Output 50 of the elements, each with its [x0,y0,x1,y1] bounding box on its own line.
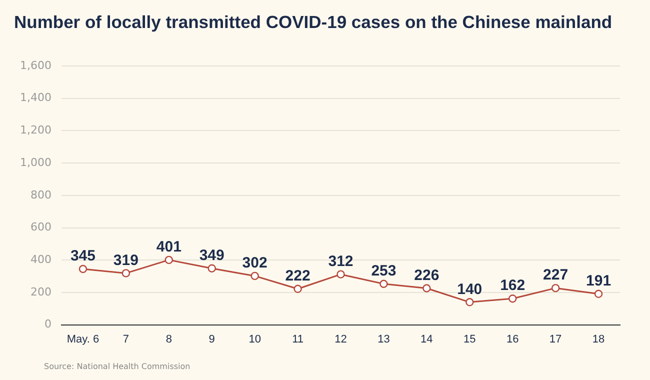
x-tick-label: 9 [208,333,215,346]
y-tick-label: 1,400 [20,91,52,104]
point [208,264,216,272]
y-tick-label: 400 [30,252,52,266]
y-tick-label: 800 [30,188,52,202]
point [78,264,88,274]
x-tick-label: 16 [506,333,519,346]
point [164,256,173,264]
point [294,284,302,293]
data-label: 140 [457,280,482,298]
y-tick-label: 0 [44,318,52,331]
data-label: 345 [70,248,96,265]
x-tick-label: 12 [334,333,347,346]
point [122,269,130,278]
data-label: 401 [156,238,182,256]
data-label: 226 [414,266,440,284]
y-tick-label: 1,000 [20,156,52,169]
data-label: 349 [199,246,224,264]
x-tick-label: 14 [420,333,433,346]
data-label: 191 [586,272,612,290]
y-tick-label: 1,600 [20,58,52,72]
point [551,284,560,292]
data-label: 312 [328,252,354,270]
data-label: 162 [500,277,526,294]
x-tick-label: 11 [292,333,304,346]
point [594,290,603,298]
data-label: 227 [543,266,568,284]
point [250,272,259,280]
chart-title: Number of locally transmitted COVID-19 cases on the Chinese mainland [14,12,612,33]
x-tick-label: 15 [464,333,476,346]
data-label: 302 [242,254,268,272]
x-tick-label: 10 [248,333,261,346]
y-tick-label: 200 [30,285,52,298]
x-tick-label: 7 [122,333,129,346]
point [466,298,474,306]
y-tick-label: 600 [30,220,52,234]
x-tick-label: 13 [378,333,390,346]
x-tick-label: 17 [549,333,562,346]
point [508,294,517,303]
data-label: 222 [285,268,310,285]
y-tick-label: 1,200 [20,124,52,137]
x-tick-label: May. 6 [66,333,100,346]
x-tick-label: 8 [166,333,172,346]
point [336,270,345,278]
point [380,280,388,288]
data-label: 319 [113,252,138,269]
point [422,284,431,292]
x-tick-label: 18 [592,333,605,346]
source-note: Source: National Health Commission [44,362,190,371]
data-label: 253 [371,262,396,280]
